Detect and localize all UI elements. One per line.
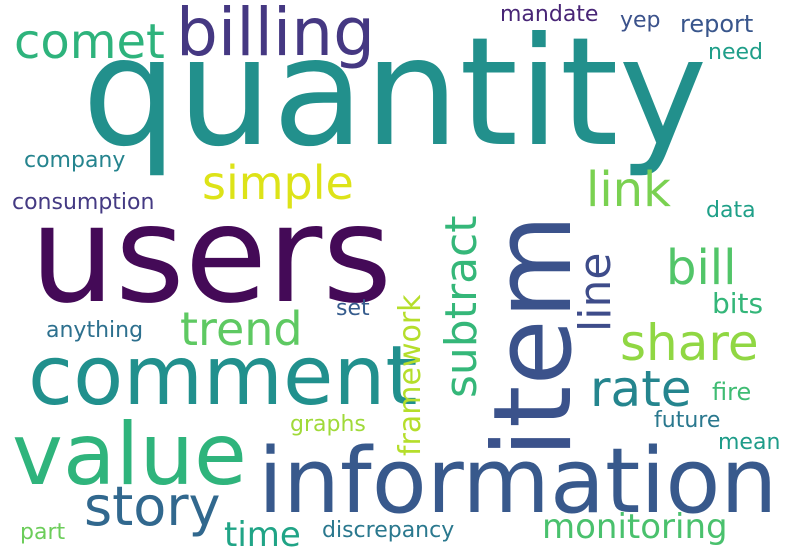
word-share: share [620, 314, 759, 372]
word-part: part [20, 520, 66, 545]
word-monitoring: monitoring [542, 507, 728, 547]
word-graphs: graphs [290, 412, 366, 437]
word-subtract: subtract [436, 215, 487, 399]
word-discrepancy: discrepancy [322, 518, 455, 543]
word-item: item [471, 213, 596, 458]
word-information: information [258, 429, 778, 534]
word-framework: framework [393, 294, 428, 456]
word-line: line [570, 252, 621, 332]
word-bill: bill [666, 240, 737, 296]
word-consumption: consumption [12, 190, 155, 215]
word-value: value [12, 405, 247, 505]
word-yep: yep [620, 8, 661, 33]
word-users: users [30, 177, 393, 333]
word-fire: fire [712, 378, 752, 406]
word-story: story [84, 475, 221, 538]
word-quantity: quantity [82, 6, 708, 180]
word-comment: comment [28, 329, 418, 424]
word-company: company [24, 148, 126, 173]
word-future: future [654, 408, 721, 433]
word-comet: comet [14, 14, 165, 70]
word-mean: mean [718, 430, 781, 455]
word-trend: trend [180, 302, 303, 356]
word-rate: rate [590, 360, 692, 418]
word-set: set [336, 296, 370, 321]
word-report: report [680, 10, 754, 38]
word-link: link [586, 162, 671, 218]
word-data: data [706, 198, 756, 223]
word-simple: simple [202, 156, 354, 210]
word-anything: anything [46, 318, 144, 343]
word-mandate: mandate [500, 2, 599, 27]
word-need: need [708, 40, 763, 65]
word-bits: bits [712, 287, 764, 320]
word-billing: billing [176, 0, 375, 71]
word-time: time [224, 515, 301, 555]
